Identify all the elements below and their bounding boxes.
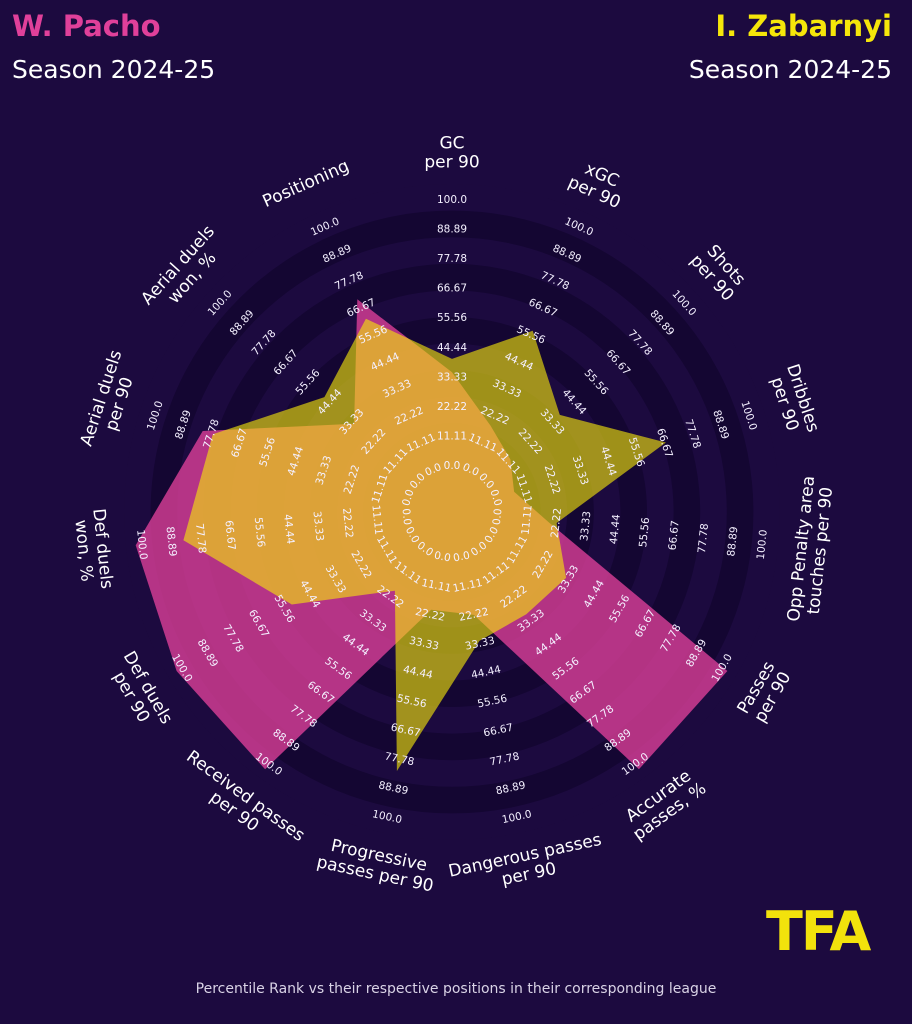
ring-tick-label: 0.0	[491, 508, 505, 526]
series-polygon-zabarnyi	[183, 318, 666, 771]
metric-label: Opp Penalty areatouches per 90	[784, 475, 838, 625]
ring-tick-label: 88.89	[725, 526, 740, 557]
ring-tick-label: 0.0	[444, 460, 461, 472]
ring-tick-label: 77.78	[193, 523, 208, 554]
ring-tick-label: 33.33	[437, 371, 467, 383]
metric-label: xGCper 90	[565, 155, 631, 213]
ring-tick-label: 22.22	[437, 401, 467, 413]
left-title-block: W. Pacho Season 2024-25	[12, 6, 215, 90]
tfa-logo: TFA	[766, 900, 871, 963]
metric-label: Progressivepasses per 90	[315, 834, 439, 897]
metric-label: Passesper 90	[734, 658, 796, 727]
ring-tick-label: 77.78	[696, 523, 711, 554]
right-title-block: I. Zabarnyi Season 2024-25	[689, 6, 892, 90]
ring-tick-label: 33.33	[578, 511, 593, 542]
metric-label: Dribblesper 90	[764, 362, 823, 441]
ring-tick-label: 44.44	[281, 514, 296, 545]
ring-tick-label: 22.22	[340, 507, 355, 538]
left-season: Season 2024-25	[12, 55, 216, 84]
ring-tick-label: 11.11	[369, 504, 384, 535]
ring-tick-label: 0.0	[433, 549, 452, 564]
ring-tick-label: 66.67	[437, 283, 467, 295]
ring-tick-label: 100.0	[755, 529, 770, 560]
metric-label: Def duelswon, %	[69, 508, 116, 592]
ring-tick-label: 11.11	[520, 504, 535, 535]
ring-tick-label: 100.0	[134, 529, 149, 560]
metric-label: Dangerous passesper 90	[447, 830, 608, 901]
ring-tick-label: 44.44	[437, 342, 467, 354]
ring-tick-label: 11.11	[437, 430, 467, 442]
footer-note: Percentile Rank vs their respective posi…	[195, 981, 717, 997]
ring-tick-label: 0.0	[487, 488, 504, 508]
ring-tick-label: 22.22	[549, 507, 564, 538]
ring-tick-label: 100.0	[437, 194, 467, 206]
ring-tick-label: 33.33	[311, 511, 326, 542]
ring-tick-label: 0.0	[400, 488, 417, 508]
ring-tick-label: 55.56	[437, 312, 467, 324]
right-player-name: I. Zabarnyi	[715, 9, 892, 43]
ring-tick-label: 0.0	[452, 549, 471, 564]
ring-tick-label: 0.0	[399, 508, 413, 526]
ring-tick-label: 88.89	[164, 526, 179, 557]
ring-tick-label: 66.67	[222, 520, 237, 551]
ring-tick-label: 66.67	[667, 520, 682, 551]
right-season: Season 2024-25	[688, 55, 892, 84]
ring-tick-label: 77.78	[437, 253, 467, 265]
ring-tick-label: 44.44	[608, 513, 623, 544]
ring-tick-label: 55.56	[252, 517, 267, 548]
radar-polygons	[135, 299, 728, 771]
ring-tick-label: 55.56	[637, 516, 652, 547]
ring-tick-label: 88.89	[437, 224, 467, 236]
left-player-name: W. Pacho	[12, 9, 161, 43]
metric-label: Positioning	[260, 156, 353, 212]
metric-label: GC per 90	[424, 134, 479, 173]
